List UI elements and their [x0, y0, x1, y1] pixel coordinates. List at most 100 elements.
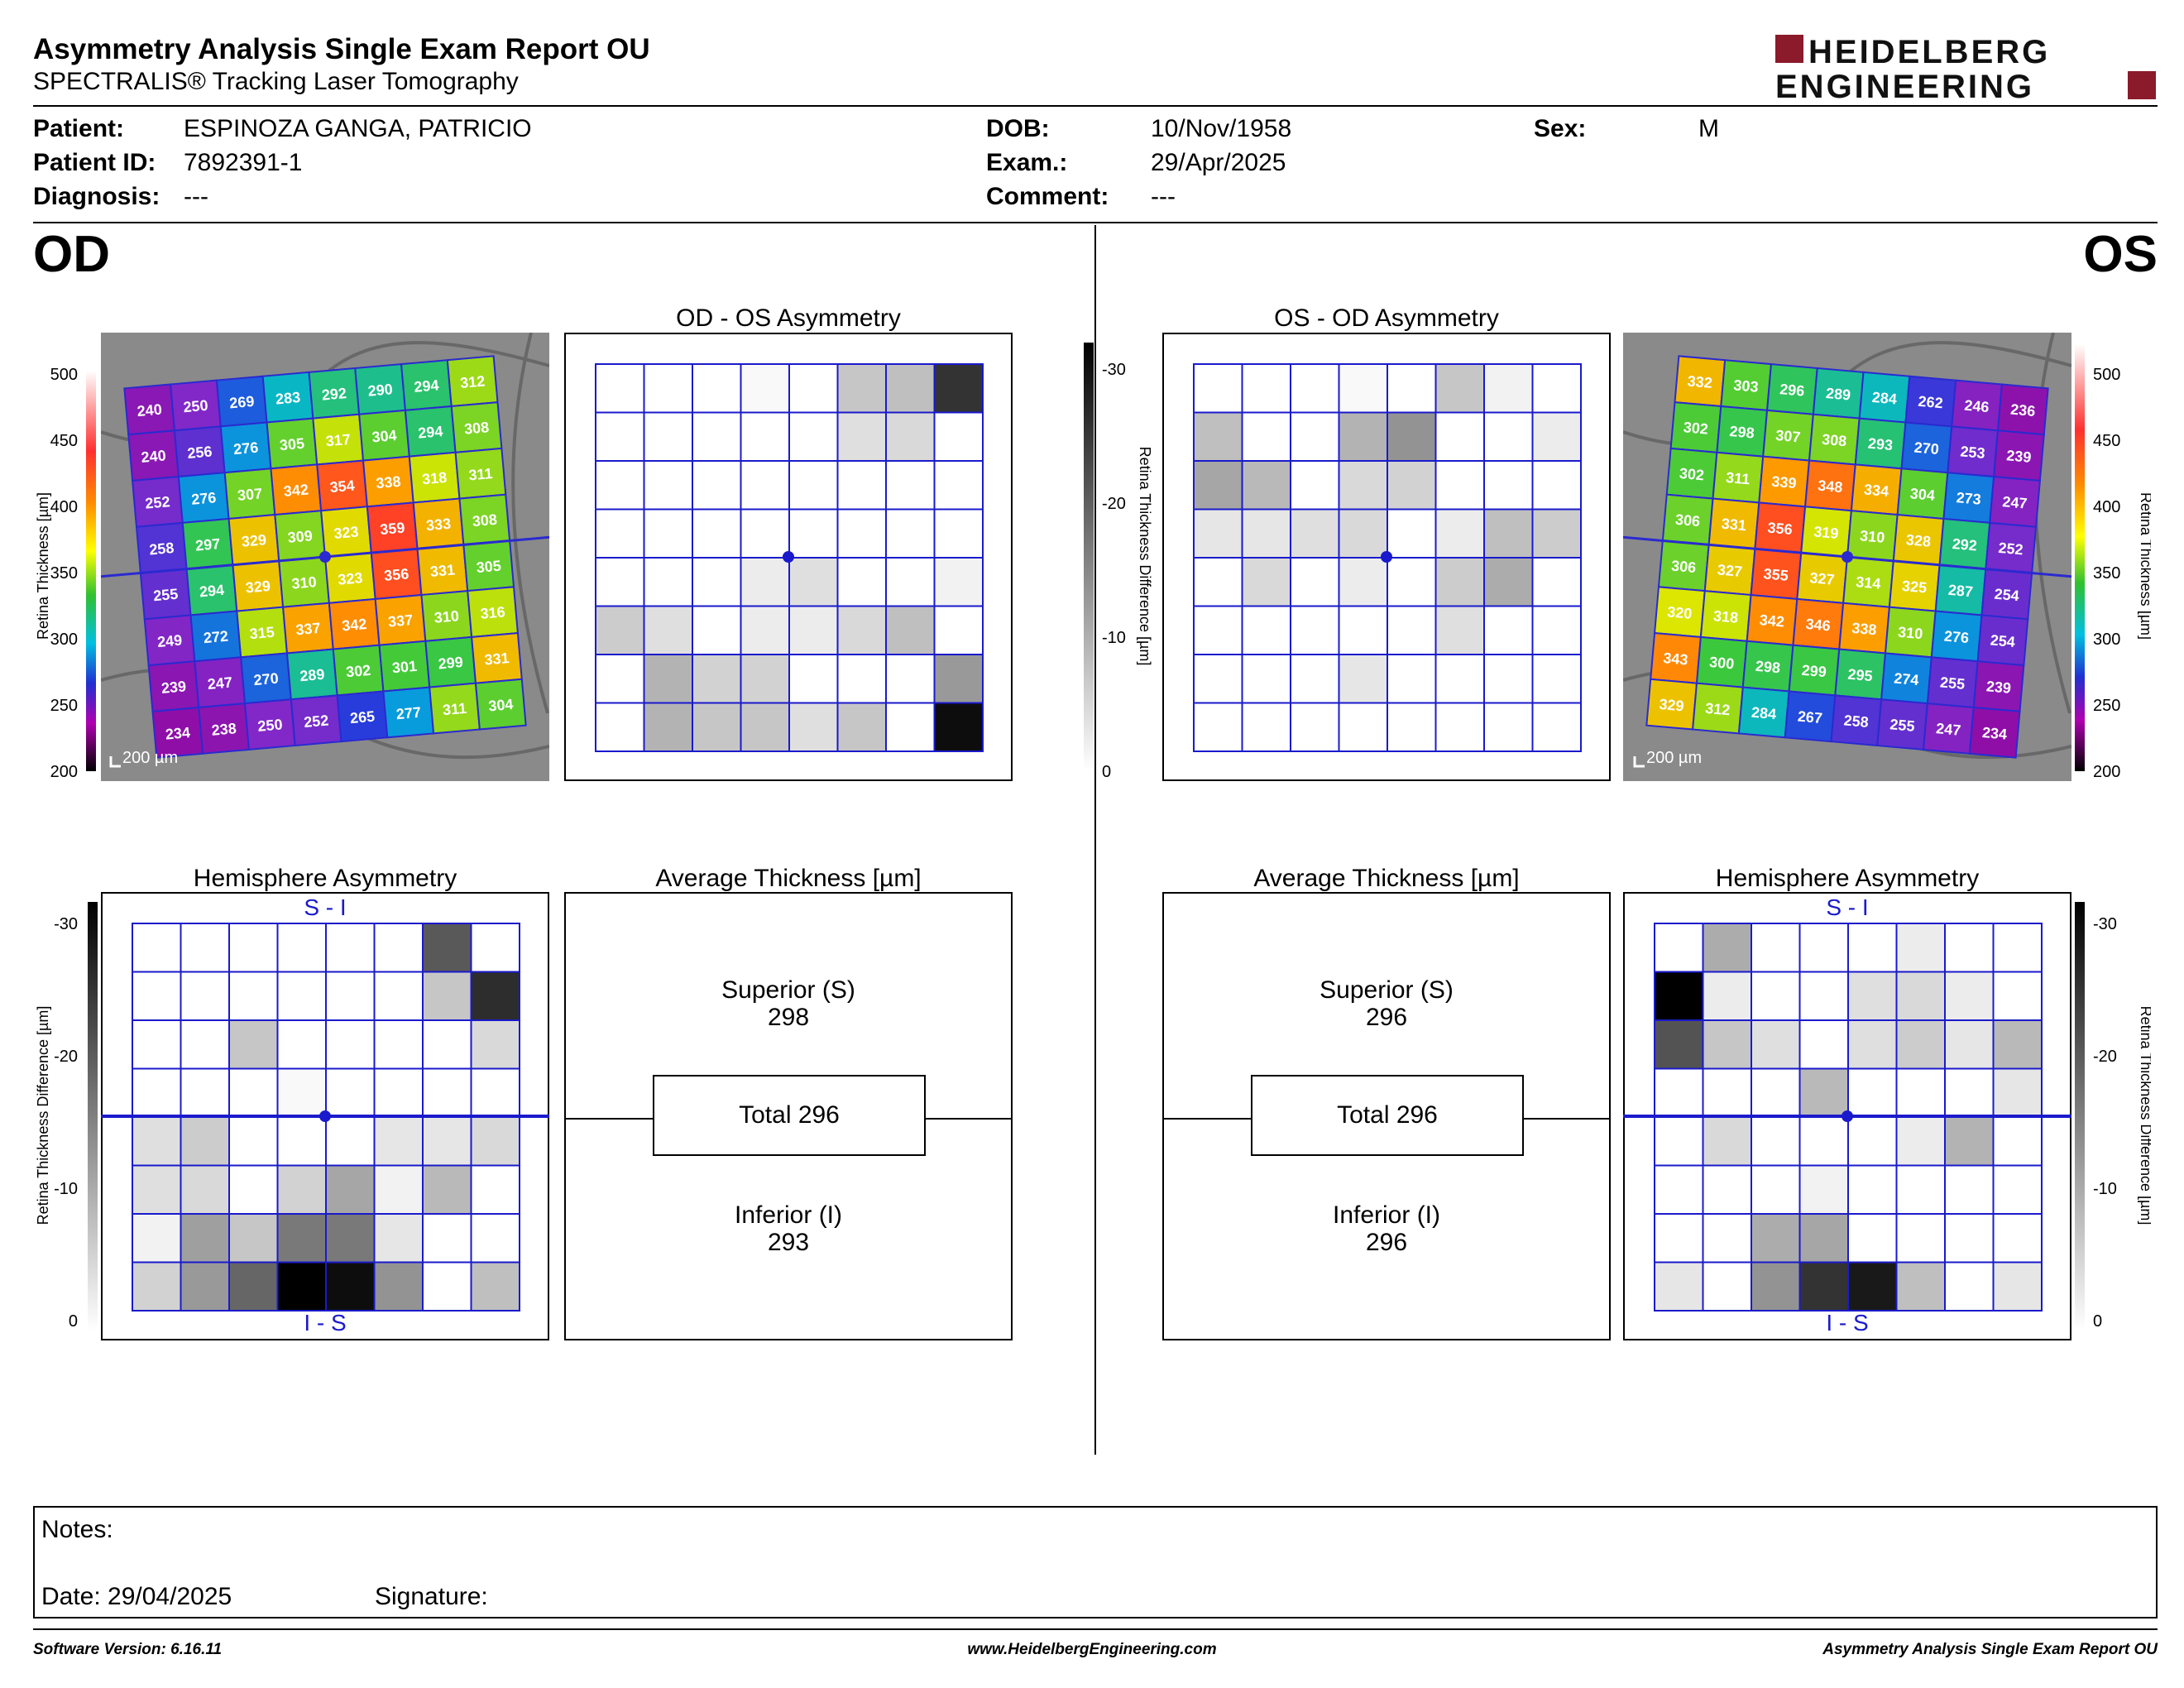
thickness-value: 339	[1771, 473, 1798, 492]
os-asym-title: OS - OD Asymmetry	[1274, 305, 1499, 332]
asym-cell	[132, 923, 182, 973]
thickness-value: 348	[1818, 477, 1844, 496]
asym-cell	[836, 605, 887, 655]
asym-cell	[595, 363, 645, 414]
asym-cell	[228, 1213, 279, 1264]
exam-date: 29/Apr/2025	[1151, 149, 1286, 176]
asym-cell	[1241, 605, 1291, 655]
center-diff-axis-label: Retina Thickness Difference [µm]	[1137, 447, 1153, 666]
asym-cell	[132, 1067, 182, 1118]
asym-cell	[1483, 460, 1534, 511]
thickness-value: 337	[387, 611, 414, 631]
thickness-value: 234	[165, 724, 191, 743]
asym-cell	[1290, 557, 1340, 607]
thickness-value: 318	[1712, 607, 1739, 626]
thickness-value: 234	[1981, 724, 2008, 743]
asym-cell	[1702, 1067, 1752, 1118]
asym-cell	[1944, 971, 1995, 1021]
asym-cell	[740, 654, 790, 704]
asym-cell	[1751, 1116, 1801, 1167]
asym-cell	[1992, 923, 2043, 973]
asym-cell	[1193, 363, 1243, 414]
asym-cell	[1193, 460, 1243, 511]
thickness-value: 318	[421, 469, 448, 488]
thickness-value: 262	[1918, 393, 1944, 412]
thickness-value: 312	[459, 372, 486, 391]
asym-cell	[1847, 1019, 1898, 1070]
hemi-top-label: S - I	[304, 894, 346, 920]
asym-cell	[228, 971, 279, 1021]
thickness-value: 310	[433, 607, 460, 626]
os-superior-value: 296	[1365, 1004, 1408, 1031]
thickness-value: 343	[1663, 650, 1689, 669]
asym-cell	[788, 557, 839, 607]
thickness-value: 269	[228, 393, 255, 412]
asym-cell	[1798, 1261, 1849, 1312]
date-label: Date: 29/04/2025	[41, 1583, 232, 1610]
asym-cell	[788, 363, 839, 414]
od-superior-value: 298	[767, 1004, 810, 1031]
asym-cell	[1338, 460, 1388, 511]
thickness-cell	[474, 678, 527, 731]
website-link[interactable]: www.HeidelbergEngineering.com	[967, 1641, 1217, 1658]
asym-cell	[1751, 923, 1801, 973]
asym-cell	[1434, 411, 1485, 462]
asym-cell	[1387, 460, 1437, 511]
asym-cell	[643, 508, 693, 559]
colorbar-tick: 500	[2093, 366, 2120, 384]
asym-cell	[740, 508, 790, 559]
asym-cell	[1751, 1019, 1801, 1070]
thickness-value: 277	[395, 704, 422, 723]
asym-cell	[228, 923, 279, 973]
asym-cell	[180, 923, 230, 973]
asym-cell	[276, 1116, 327, 1167]
report-subtitle: SPECTRALIS® Tracking Laser Tomography	[33, 68, 519, 95]
asym-cell	[1798, 1067, 1849, 1118]
od-total-box: Total 296	[653, 1075, 926, 1156]
asym-cell	[1241, 654, 1291, 704]
asym-cell	[325, 1164, 376, 1215]
asym-cell	[276, 1019, 327, 1070]
thickness-value: 346	[1805, 616, 1832, 635]
thickness-value: 307	[237, 485, 263, 504]
colorbar-tick: 400	[50, 498, 78, 516]
asym-cell	[422, 1116, 472, 1167]
sex-label: Sex:	[1534, 115, 1587, 142]
thickness-value: 247	[1935, 720, 1961, 739]
asym-cell	[1992, 1116, 2043, 1167]
asym-cell	[1847, 1164, 1898, 1215]
thickness-value: 258	[1843, 712, 1870, 731]
asym-cell	[595, 508, 645, 559]
notes-box[interactable]: Notes: Date: 29/04/2025 Signature:	[33, 1506, 2158, 1618]
asym-cell	[422, 1164, 472, 1215]
asym-cell	[180, 1261, 230, 1312]
thickness-value: 303	[1733, 376, 1760, 396]
asym-cell	[1847, 1067, 1898, 1118]
asym-cell	[1702, 1213, 1752, 1264]
asym-cell	[643, 605, 693, 655]
asym-cell	[1241, 363, 1291, 414]
thickness-value: 327	[1717, 561, 1743, 580]
asym-cell	[1434, 557, 1485, 607]
asym-cell	[788, 654, 839, 704]
asym-cell	[692, 363, 742, 414]
asym-cell	[132, 1116, 182, 1167]
asym-cell	[1654, 1261, 1704, 1312]
os-hemi-grid: S - I I - S	[1623, 894, 2071, 1336]
thickness-value: 250	[183, 397, 209, 416]
asym-cell	[1895, 1019, 1946, 1070]
thickness-value: 356	[383, 565, 410, 584]
thickness-value: 311	[442, 700, 467, 718]
asym-cell	[1434, 363, 1485, 414]
asym-cell	[1654, 1019, 1704, 1070]
heidelberg-logo: HEIDELBERG ENGINEERING	[1775, 34, 2156, 101]
od-asym-grid	[595, 363, 984, 752]
asym-cell	[1895, 1164, 1946, 1215]
thickness-value: 359	[379, 520, 405, 539]
asym-cell	[1387, 363, 1437, 414]
asym-cell	[1895, 1116, 1946, 1167]
thickness-value: 310	[1859, 527, 1885, 546]
asym-cell	[1847, 923, 1898, 973]
asym-cell	[1654, 923, 1704, 973]
asym-cell	[1654, 1067, 1704, 1118]
